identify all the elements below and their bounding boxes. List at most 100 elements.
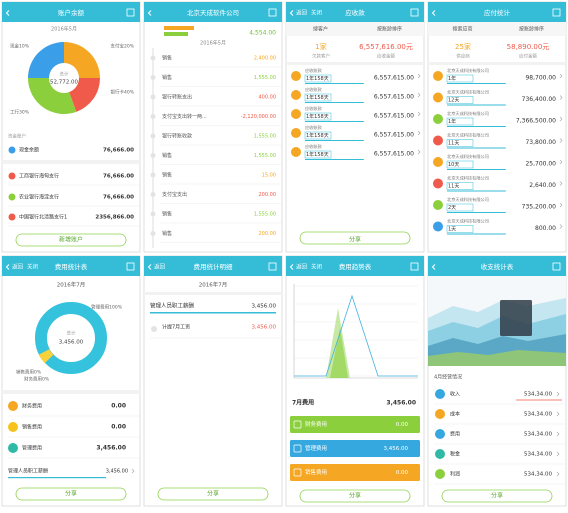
row-icon <box>433 92 443 103</box>
row-label[interactable]: 财务费用 <box>22 403 42 410</box>
account-name[interactable]: 工商银行海甸支行 <box>19 173 59 180</box>
back-button[interactable]: 返回 <box>12 264 24 271</box>
entry-amount: 1,555.00 <box>254 75 276 81</box>
row-icon <box>8 443 18 453</box>
row-icon <box>8 422 18 432</box>
close-button[interactable]: 关闭 <box>311 263 322 271</box>
row-amount: 0.00 <box>111 424 126 431</box>
row-amount: 98,700.00 <box>525 75 556 82</box>
row-label[interactable]: 管理人员职工薪酬 <box>150 302 195 310</box>
back-button[interactable]: 返回 <box>154 264 166 271</box>
row-age: 1年158天 <box>306 151 329 158</box>
nav-title: 费用统计明细 <box>194 262 234 271</box>
row-label[interactable]: 销售费用 <box>22 424 42 431</box>
entry-label[interactable]: 销售 <box>162 74 172 81</box>
row-amount: 534,34.00 <box>524 472 552 478</box>
row-underline <box>150 312 276 314</box>
nav-title: 应付统计 <box>484 8 511 17</box>
row-name[interactable]: 应收账款 <box>305 124 323 131</box>
close-button[interactable]: 关闭 <box>311 9 322 17</box>
tab[interactable]: 按账龄排序 <box>519 26 544 33</box>
close-button[interactable]: 关闭 <box>27 263 38 271</box>
tab[interactable]: 搜客户 <box>313 26 328 33</box>
back-button[interactable]: 返回 <box>296 264 308 271</box>
share-icon <box>268 262 277 271</box>
row-label[interactable]: 成本 <box>450 411 460 418</box>
row-name[interactable]: 北京天成科技有限公司 <box>447 89 489 96</box>
entry-label[interactable]: 销售 <box>162 172 172 179</box>
row-label[interactable]: 收入 <box>450 391 460 398</box>
entry-label[interactable]: 销售 <box>162 230 172 237</box>
age-box <box>304 93 332 102</box>
back-icon <box>147 264 152 270</box>
row-icon <box>291 90 301 100</box>
row-label[interactable]: 管理费用 <box>22 445 42 452</box>
account-name[interactable]: 现金余额 <box>19 147 39 154</box>
row-label[interactable]: 计提7月工资 <box>162 324 190 331</box>
nav-title: 费用趋势表 <box>339 262 372 271</box>
row-name[interactable]: 北京天成科技有限公司 <box>447 153 489 160</box>
back-icon <box>147 10 152 16</box>
button[interactable]: 分享 <box>349 492 361 500</box>
tab[interactable]: 搜索应商 <box>452 26 472 33</box>
button[interactable]: 分享 <box>491 492 503 500</box>
row-label[interactable]: 税金 <box>450 451 460 458</box>
back-button[interactable]: 返回 <box>296 10 308 17</box>
label: 2016年7月 <box>199 281 228 289</box>
row-name[interactable]: 北京天成科技有限公司 <box>447 132 489 139</box>
account-name[interactable]: 农业银行海淀支行 <box>19 194 59 201</box>
row-amount: 3,456.00 <box>96 445 126 452</box>
entry-label[interactable]: 银行转账收款 <box>162 133 192 140</box>
tab-bar <box>428 22 566 36</box>
tab[interactable]: 按账龄排序 <box>377 26 402 33</box>
row-amount: 6,557,615.00 <box>374 113 414 120</box>
row-amount: 534,34.00 <box>524 412 552 418</box>
detail-label[interactable]: 管理人员职工薪酬 <box>8 468 48 475</box>
button[interactable]: 新增账户 <box>59 236 83 244</box>
account-name[interactable]: 中国银行北清路支行1 <box>19 214 67 221</box>
row-name[interactable]: 北京天成科技有限公司 <box>447 196 489 203</box>
label: 欠款客户 <box>312 53 330 60</box>
row-name[interactable]: 北京天成科技有限公司 <box>447 67 489 74</box>
row-amount: 534,34.00 <box>524 392 552 398</box>
entry-label[interactable]: 销售 <box>162 152 172 159</box>
row-name[interactable]: 应收账款 <box>305 67 323 74</box>
age-box <box>446 160 474 169</box>
entry-label[interactable]: 销售 <box>162 55 172 62</box>
entry-label[interactable]: 支付宝支出转一两... <box>162 113 207 120</box>
button[interactable]: 分享 <box>65 490 77 498</box>
nav-title: 费用统计表 <box>55 262 88 271</box>
row-name[interactable]: 北京天成科技有限公司 <box>447 175 489 182</box>
entry-amount: 2,400.00 <box>254 56 276 62</box>
chevron <box>559 202 563 208</box>
row-amount: 534,34.00 <box>524 452 552 458</box>
button[interactable]: 分享 <box>349 236 361 244</box>
button[interactable]: 分享 <box>207 490 219 498</box>
row-amount: 0.00 <box>111 403 126 410</box>
entry-label[interactable]: 支付宝支出 <box>162 191 187 198</box>
chevron <box>559 95 563 100</box>
row-name[interactable]: 应收账款 <box>305 86 323 93</box>
row-label[interactable]: 费用 <box>450 431 460 438</box>
chevron <box>556 391 560 397</box>
bar-label[interactable]: 管理费用 <box>305 444 327 452</box>
entry-label[interactable]: 销售 <box>162 211 172 218</box>
row-name[interactable]: 应收账款 <box>305 143 323 150</box>
entry-label[interactable]: 银行转账支出 <box>162 94 192 101</box>
row-icon <box>433 200 443 210</box>
share-icon <box>126 8 135 17</box>
bar-label[interactable]: 销售费用 <box>305 468 327 476</box>
slice-label: 工行30% <box>10 109 30 116</box>
row-amount: 25,700.00 <box>525 161 556 168</box>
bar-amount: 0.00 <box>396 422 409 428</box>
chevron <box>559 116 563 122</box>
bar-label[interactable]: 财务费用 <box>305 420 327 428</box>
row-age: 1年 <box>448 75 456 82</box>
row-label[interactable]: 利润 <box>450 471 460 478</box>
row-name[interactable]: 应收账款 <box>305 105 323 112</box>
row-age: 1天 <box>448 227 456 233</box>
row-name[interactable]: 北京天成科技有限公司 <box>447 218 489 225</box>
entry-amount: -2,120,000.00 <box>241 114 276 120</box>
row-name[interactable]: 北京天成科技有限公司 <box>447 110 489 117</box>
